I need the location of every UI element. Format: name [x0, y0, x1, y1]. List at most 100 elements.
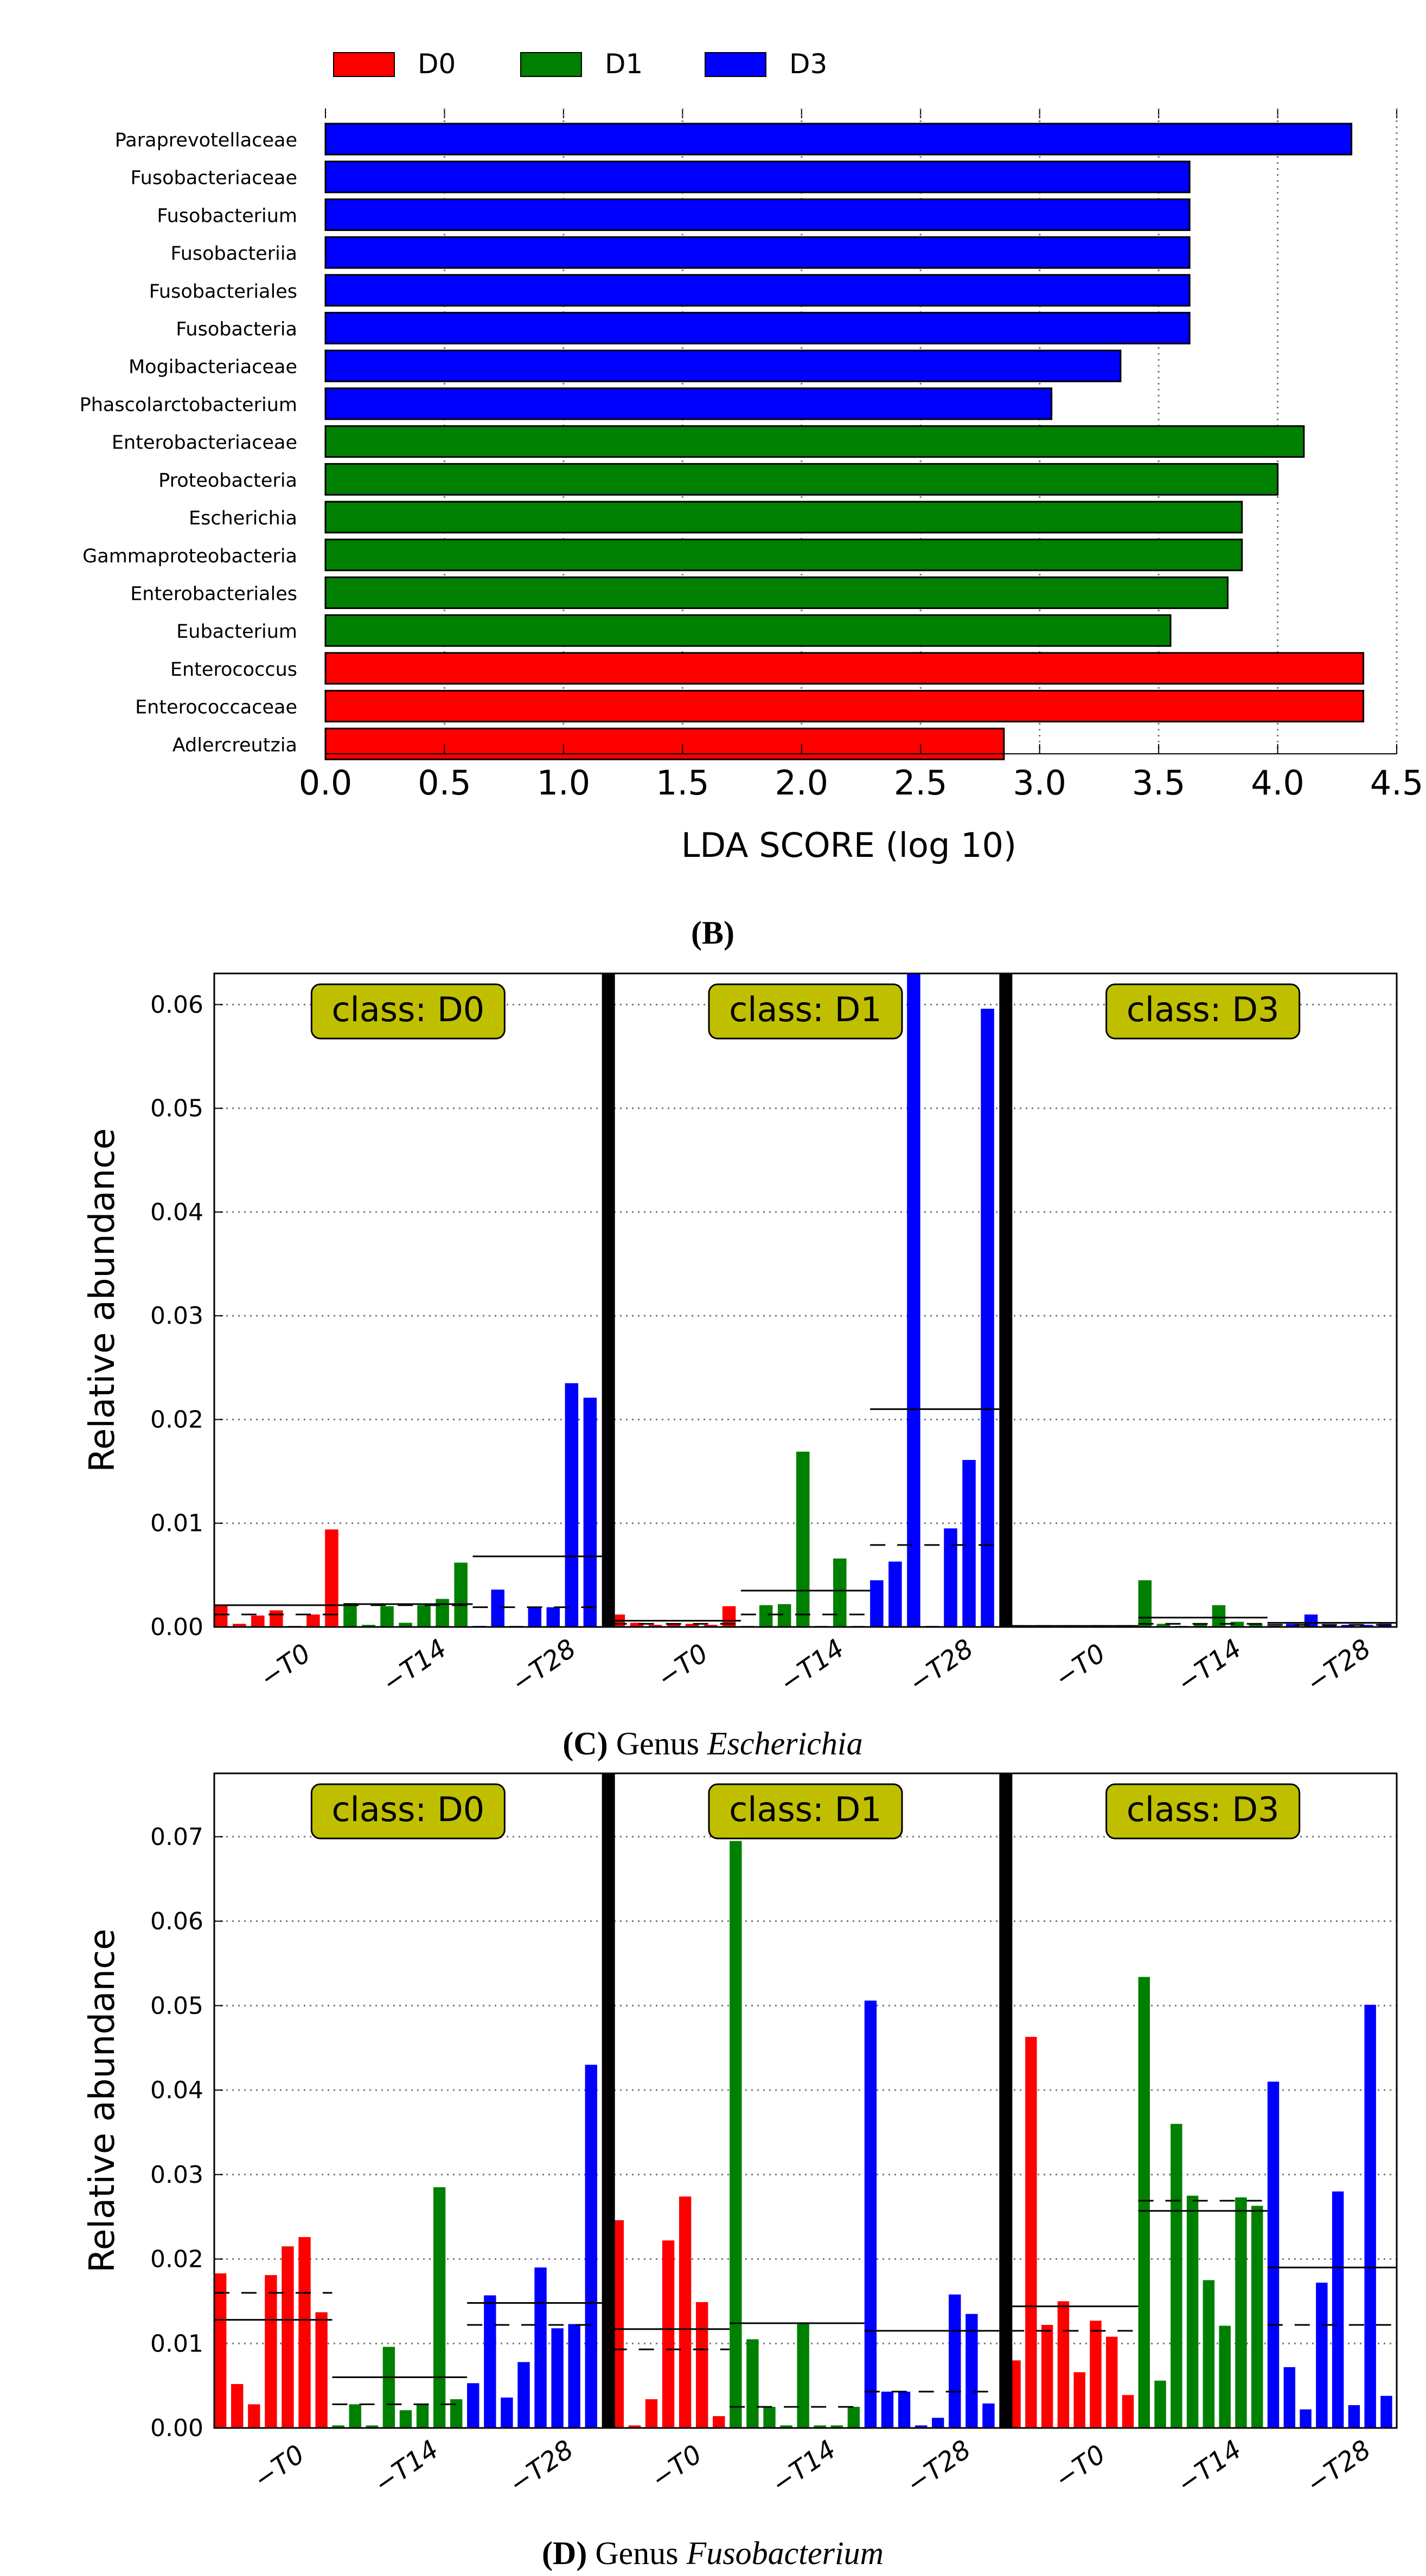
y-tick-label: 0.01	[150, 2330, 203, 2357]
bar-fusobacteriia	[324, 236, 1191, 269]
y-tick-label: 0.03	[150, 2161, 203, 2189]
bar-t14	[730, 1841, 742, 2428]
class-separator	[602, 1773, 615, 2428]
category-label: Adlercreutzia	[172, 734, 297, 756]
bar-t28	[1316, 2283, 1328, 2428]
caption-c: (C) Genus Escherichia	[562, 1726, 862, 1761]
caption-d: (D) Genus Fusobacterium	[542, 2535, 884, 2571]
x-tick-label: 0.0	[299, 763, 353, 803]
bar-t0	[630, 1623, 644, 1627]
bar-t14	[780, 2425, 792, 2428]
category-label: Fusobacteriaceae	[130, 168, 297, 189]
bar-t28	[491, 1590, 504, 1627]
bar-t28	[1304, 1614, 1318, 1627]
class-badge	[1105, 983, 1301, 1040]
x-tick-label: 2.0	[775, 763, 828, 803]
category-label: Fusobacteriia	[171, 243, 298, 265]
caption-d-genus: Fusobacterium	[686, 2535, 884, 2571]
x-tick-label: 4.5	[1370, 763, 1424, 803]
bar-phascolarctobacterium	[324, 387, 1053, 420]
y-tick-label: 0.02	[150, 1406, 203, 1433]
bar-t0	[248, 2404, 260, 2428]
bar-t28	[1300, 2409, 1312, 2428]
bar-t14	[1154, 2380, 1166, 2428]
bar-fusobacterium	[324, 198, 1191, 231]
bar-t14	[436, 1599, 449, 1627]
category-label: Enterobacteriales	[130, 583, 297, 605]
x-tick-label: 4.0	[1251, 763, 1304, 803]
bar-t28	[484, 2295, 496, 2428]
y-tick-label: 0.06	[150, 1908, 203, 1936]
category-label: Proteobacteria	[158, 470, 297, 491]
bar-t14	[1171, 2124, 1182, 2428]
bar-t14	[1138, 1580, 1152, 1627]
bar-t14	[416, 2404, 429, 2428]
bar-t0	[214, 2273, 227, 2428]
bar-enterococcaceae	[324, 690, 1365, 723]
bar-t0	[214, 1605, 228, 1627]
bar-eubacterium	[324, 614, 1172, 647]
bar-t28	[1380, 2395, 1392, 2428]
bar-t14	[1138, 1977, 1150, 2428]
bar-t14	[1186, 2195, 1199, 2428]
bar-escherichia	[324, 501, 1243, 534]
bar-t14	[759, 1605, 773, 1627]
y-tick-label: 0.05	[150, 1992, 203, 2020]
bar-t28	[467, 2383, 479, 2428]
category-label: Eubacterium	[176, 621, 297, 643]
bar-mogibacteriaceae	[324, 349, 1122, 382]
bar-t14	[382, 2347, 395, 2428]
bar-t28	[551, 2328, 564, 2428]
bar-t0	[270, 1610, 283, 1627]
bar-t0	[282, 2246, 294, 2428]
bar-t28	[546, 1607, 560, 1627]
class-badge-label: class: D3	[1127, 990, 1280, 1029]
bar-enterobacteriaceae	[324, 425, 1305, 458]
legend-swatch-d1	[520, 52, 582, 77]
x-axis-title: LDA SCORE (log 10)	[681, 825, 1016, 865]
caption-b: (B)	[691, 915, 734, 951]
bar-t14	[1230, 1622, 1244, 1627]
bar-t14	[332, 2425, 344, 2428]
bar-t14	[1251, 2206, 1263, 2428]
bar-t28	[982, 2403, 995, 2428]
bar-t14	[1235, 2197, 1247, 2428]
bar-t28	[965, 2314, 978, 2428]
bar-t14	[847, 2407, 860, 2428]
bar-t14	[343, 1603, 357, 1627]
class-badge-label: class: D1	[729, 990, 882, 1029]
class-separator	[999, 1773, 1013, 2428]
y-axis-title: Relative abundance	[82, 1128, 123, 1472]
bar-enterobacteriales	[324, 576, 1229, 609]
caption-c-genus: Escherichia	[707, 1726, 863, 1761]
bar-t14	[814, 2425, 826, 2428]
bar-t14	[746, 2339, 759, 2428]
x-tick-label: 3.5	[1132, 763, 1186, 803]
class-badge-label: class: D3	[1127, 1790, 1280, 1829]
y-tick-label: 0.07	[150, 1823, 203, 1851]
bar-t28	[1364, 2004, 1376, 2428]
class-badge	[1105, 1783, 1301, 1840]
category-label: Fusobacteria	[176, 319, 297, 341]
escherichia-chart: 0.000.010.020.030.040.050.06−T0 −T14 −T28c…	[82, 972, 1398, 1699]
y-tick-label: 0.02	[150, 2246, 203, 2273]
legend-label-d3: D3	[789, 48, 827, 80]
bar-t0	[628, 2425, 641, 2428]
bar-t0	[306, 1614, 320, 1627]
class-separator	[999, 973, 1013, 1627]
bar-t14	[433, 2187, 446, 2428]
bar-t28	[1322, 1625, 1337, 1627]
category-label: Enterococcaceae	[135, 697, 297, 719]
bar-fusobacteriaceae	[324, 161, 1191, 194]
category-label: Fusobacteriales	[149, 281, 297, 303]
bar-t0	[315, 2312, 328, 2428]
y-tick-label: 0.01	[150, 1510, 203, 1537]
bar-t14	[399, 1623, 412, 1627]
bar-t28	[534, 2267, 547, 2428]
class-badge-label: class: D0	[331, 990, 484, 1029]
bar-t28	[1341, 1625, 1355, 1627]
bar-t14	[796, 1451, 810, 1627]
bar-t0	[325, 1529, 338, 1627]
bar-t28	[888, 1561, 902, 1627]
